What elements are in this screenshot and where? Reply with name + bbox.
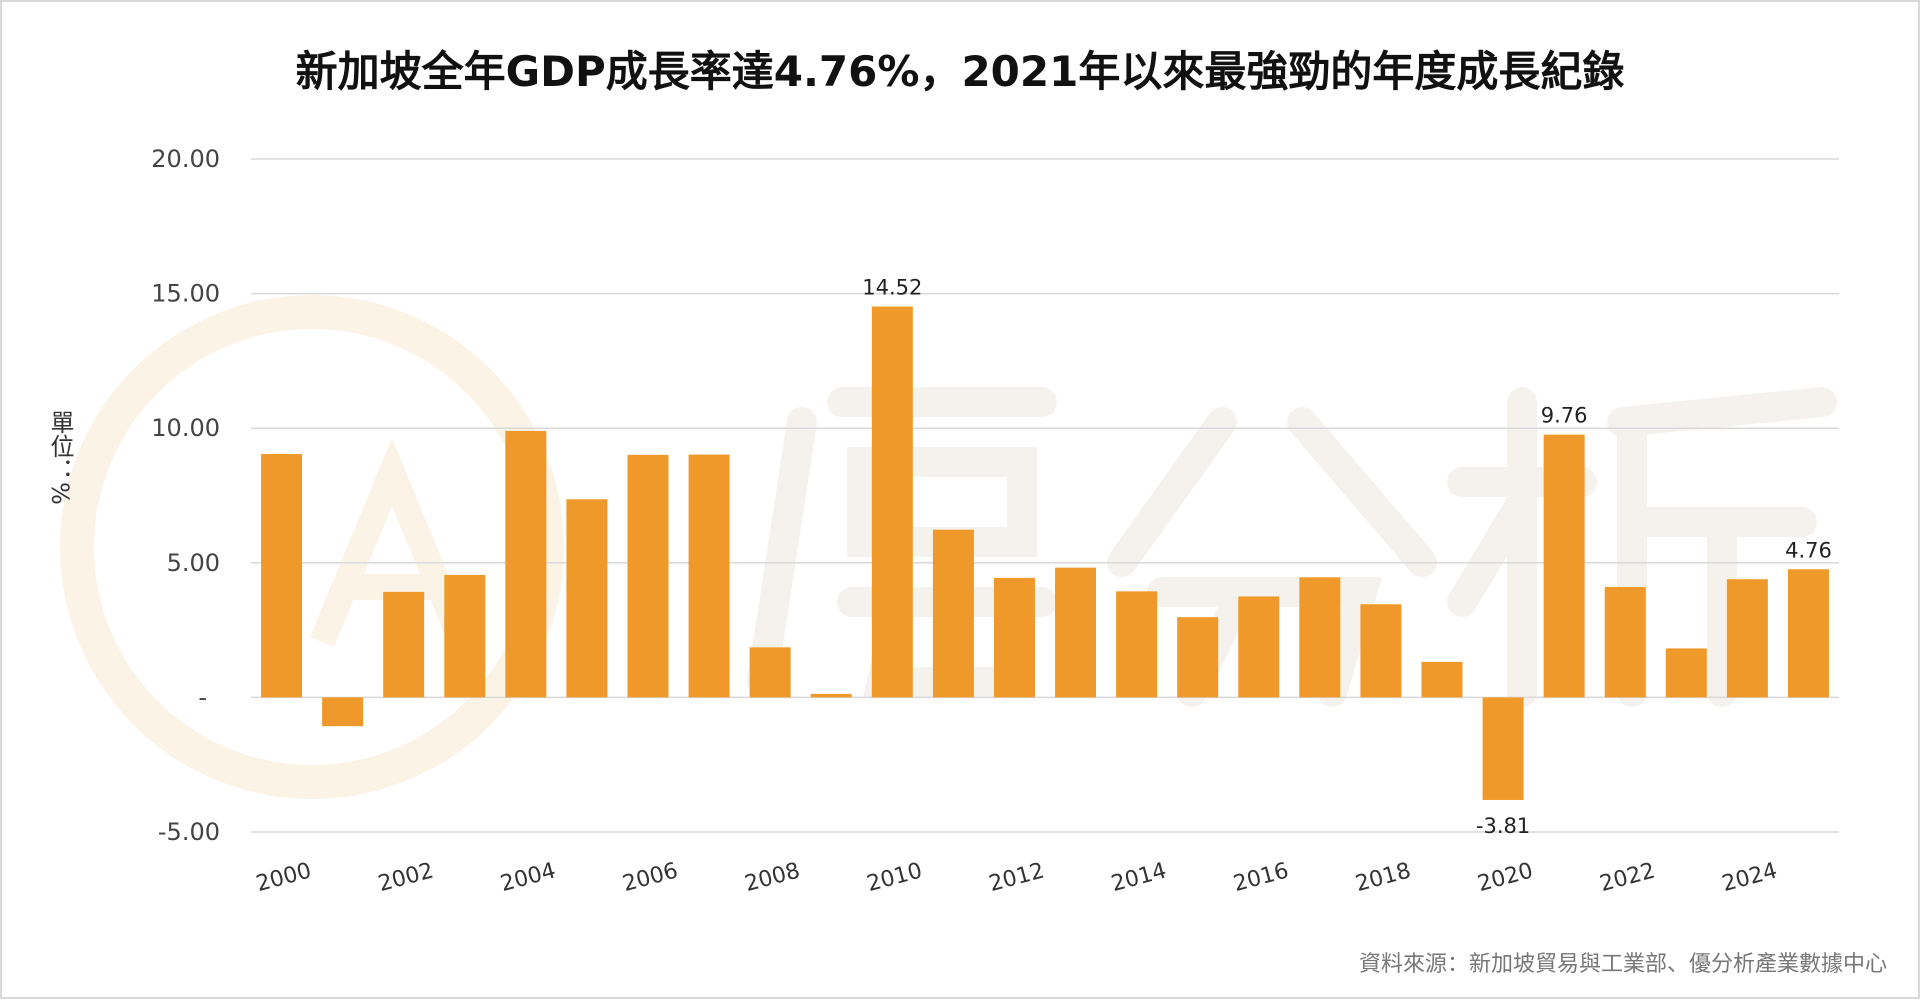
data-label-2020: -3.81 — [1476, 814, 1530, 838]
x-tick-label: 2016 — [1231, 858, 1292, 897]
watermark-a-shape — [309, 437, 475, 647]
bar-2014 — [1116, 591, 1158, 698]
x-tick-label: 2002 — [376, 858, 437, 897]
data-label-2021: 9.76 — [1541, 404, 1588, 428]
bar-2024 — [1726, 579, 1768, 698]
x-tick-label: 2010 — [864, 858, 925, 897]
x-tick-label: 2018 — [1353, 858, 1414, 897]
bar-2009 — [810, 693, 852, 698]
bar-2011 — [932, 529, 974, 698]
watermark-glyph-shape — [1107, 407, 1437, 707]
bar-2008 — [749, 647, 791, 698]
y-tick-label: 5.00 — [167, 549, 220, 577]
x-tick-label: 2004 — [498, 858, 559, 897]
bar-2016 — [1238, 596, 1280, 698]
watermark-circle — [60, 295, 564, 799]
bar-2003 — [444, 574, 486, 698]
y-tick-label: 20.00 — [151, 145, 220, 173]
bar-2025 — [1787, 569, 1829, 698]
bar-2010 — [871, 306, 913, 698]
bar-2020 — [1482, 697, 1524, 800]
bar-2012 — [993, 577, 1035, 698]
watermark-logo — [60, 295, 1837, 799]
bar-2019 — [1421, 661, 1463, 698]
bar-2018 — [1360, 604, 1402, 698]
chart-title: 新加坡全年GDP成長率達4.76%，2021年以來最強勁的年度成長紀錄 — [296, 47, 1625, 96]
bar-2021 — [1543, 434, 1585, 698]
x-tick-label: 2020 — [1475, 858, 1536, 897]
y-tick-label: 15.00 — [151, 280, 220, 308]
y-tick-label: 10.00 — [151, 414, 220, 442]
bar-2004 — [505, 430, 547, 698]
x-tick-label: 2000 — [254, 858, 315, 897]
bar-2006 — [627, 454, 669, 698]
bar-2002 — [383, 591, 425, 698]
bar-2001 — [322, 697, 364, 727]
y-tick-label: -5.00 — [158, 818, 220, 846]
source-note: 資料來源：新加坡貿易與工業部、優分析產業數據中心 — [1359, 952, 1887, 977]
bar-2022 — [1604, 587, 1646, 698]
x-tick-label: 2008 — [742, 858, 803, 897]
bar-2013 — [1055, 567, 1097, 698]
x-tick-label: 2006 — [620, 858, 681, 897]
data-label-2010: 14.52 — [862, 276, 922, 300]
data-label-2025: 4.76 — [1785, 538, 1832, 562]
x-tick-label: 2024 — [1719, 858, 1780, 897]
watermark-glyph-shape — [1447, 387, 1837, 707]
y-axis-label: 單位：% — [46, 410, 74, 505]
x-tick-label: 2012 — [986, 858, 1047, 897]
x-tick-label: 2014 — [1109, 858, 1170, 897]
bar-2005 — [566, 499, 608, 698]
y-tick-label: - — [198, 683, 207, 711]
bar-2007 — [688, 454, 730, 698]
bar-2017 — [1299, 577, 1341, 698]
watermark-glyph-shape — [827, 387, 1057, 697]
bar-2000 — [261, 454, 303, 698]
bar-2015 — [1177, 617, 1219, 698]
watermark-glyph-shape — [747, 407, 817, 697]
bar-2023 — [1665, 648, 1707, 698]
x-tick-label: 2022 — [1597, 858, 1658, 897]
